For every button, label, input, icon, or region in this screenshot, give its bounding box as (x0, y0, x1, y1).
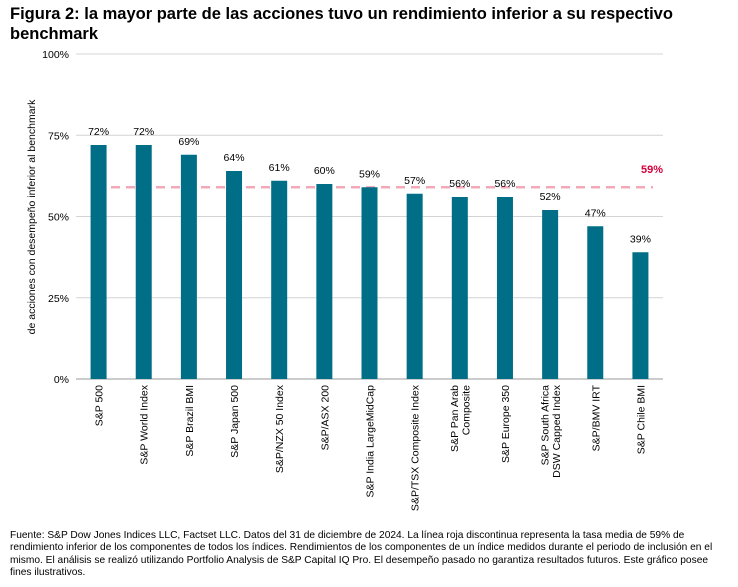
category-label: S&P Pan Arab Composite (449, 385, 473, 452)
data-label: 59% (359, 168, 380, 180)
category-label-line: S&P Europe 350 (500, 385, 512, 463)
x-axis-labels: S&P 500 S&P World Index S&P Brazil BMI S&P … (94, 384, 648, 511)
category-label-line: Composite (461, 385, 473, 435)
category-label: S&P/ASX 200 (319, 385, 331, 451)
category-label-line: S&P 500 (94, 385, 106, 426)
data-label: 60% (314, 165, 335, 177)
category-label: S&P/NZX 50 Index (274, 384, 286, 473)
category-label-line: S&P Japan 500 (229, 385, 241, 458)
y-axis-ticks: 0% 25% 50% 75% 100% (42, 49, 69, 386)
category-label-line: S&P/ASX 200 (319, 385, 331, 451)
footnote: Fuente: S&P Dow Jones Indices LLC, Facts… (10, 530, 713, 579)
category-label-line: S&P/NZX 50 Index (274, 384, 286, 473)
bar (226, 171, 243, 379)
category-label-line: S&P Pan Arab (449, 385, 461, 452)
category-label: S&P/BMV IRT (590, 384, 602, 451)
category-label-line: DSW Capped Index (551, 384, 563, 478)
category-label: S&P Brazil BMI (184, 385, 196, 457)
data-label: 72% (133, 126, 154, 138)
data-label: 69% (178, 136, 199, 148)
bar (496, 197, 513, 379)
category-label: S&P 500 (94, 385, 106, 426)
bar (451, 197, 468, 379)
y-axis-label: de acciones con desempeño inferior al be… (26, 99, 38, 334)
category-label: S&P South Africa DSW Capped Index (539, 384, 563, 478)
y-tick-label: 0% (54, 374, 69, 386)
y-tick-label: 75% (48, 130, 69, 142)
bar (135, 145, 152, 379)
data-label: 56% (449, 178, 470, 190)
bar (632, 252, 649, 379)
data-label: 57% (404, 175, 425, 187)
category-label-line: S&P/BMV IRT (590, 384, 602, 451)
bar (316, 184, 333, 379)
bar (271, 180, 288, 379)
data-label: 64% (224, 152, 245, 164)
y-tick-label: 25% (48, 293, 69, 305)
category-label: S&P Europe 350 (500, 385, 512, 463)
category-label: S&P Japan 500 (229, 385, 241, 458)
category-label-line: S&P Chile BMI (635, 385, 647, 454)
category-label-line: S&P/TSX Composite Index (410, 384, 422, 511)
data-label: 52% (540, 191, 561, 203)
bar (90, 145, 107, 379)
chart-title: Figura 2: la mayor parte de las acciones… (10, 5, 673, 43)
category-label-line: S&P Brazil BMI (184, 385, 196, 457)
bar (406, 193, 423, 379)
average-line-label: 59% (641, 164, 663, 176)
category-label: S&P Chile BMI (635, 385, 647, 454)
y-tick-label: 50% (48, 212, 69, 224)
category-label-line: S&P India LargeMidCap (365, 385, 377, 498)
data-label: 47% (585, 207, 606, 219)
bar (361, 187, 378, 379)
category-label: S&P India LargeMidCap (365, 385, 377, 498)
y-tick-label: 100% (42, 49, 69, 61)
data-label: 56% (494, 178, 515, 190)
category-label-line: S&P World Index (139, 384, 151, 464)
bars: 72% 72% 69% 64% 61% 60% 59% 57% 56% 56% 52% 47% 39% (88, 126, 651, 379)
bar (542, 210, 559, 379)
bar (180, 154, 197, 379)
category-label-line: S&P South Africa (539, 385, 551, 466)
data-label: 39% (630, 233, 651, 245)
category-label: S&P/TSX Composite Index (410, 384, 422, 511)
bar (587, 226, 604, 379)
category-label: S&P World Index (139, 384, 151, 464)
data-label: 72% (88, 126, 109, 138)
data-label: 61% (269, 162, 290, 174)
